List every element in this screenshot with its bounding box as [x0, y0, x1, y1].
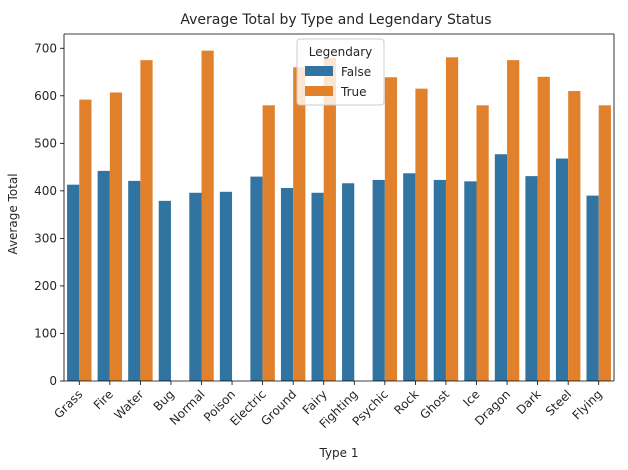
- bar-fairy-true: [323, 57, 336, 382]
- legend-title: Legendary: [309, 45, 372, 59]
- x-tick-label-dark: Dark: [514, 387, 544, 417]
- x-tick-label-grass: Grass: [51, 387, 85, 421]
- bar-normal-false: [189, 192, 202, 381]
- bar-poison-false: [219, 191, 233, 381]
- bar-water-true: [140, 60, 153, 381]
- bar-electric-true: [262, 105, 275, 382]
- bar-fire-true: [109, 92, 123, 381]
- y-tick-label: 0: [49, 374, 57, 388]
- y-tick-label: 100: [34, 326, 57, 340]
- bar-ghost-false: [433, 179, 446, 381]
- bar-ice-false: [464, 181, 477, 381]
- y-tick-label: 400: [34, 184, 57, 198]
- y-tick-label: 200: [34, 279, 57, 293]
- bar-electric-false: [250, 176, 263, 381]
- bar-steel-true: [568, 91, 581, 381]
- bar-dark-true: [537, 76, 550, 381]
- bar-fire-false: [97, 170, 110, 381]
- x-tick-label-ghost: Ghost: [417, 387, 452, 422]
- bar-ground-false: [280, 188, 294, 381]
- bar-fairy-false: [311, 192, 324, 381]
- bar-fighting-false: [342, 183, 355, 381]
- bar-ghost-true: [445, 57, 459, 381]
- bar-rock-false: [403, 173, 416, 381]
- y-tick-label: 300: [34, 231, 57, 245]
- bar-grass-false: [67, 184, 80, 381]
- y-tick-label: 700: [34, 41, 57, 55]
- y-axis-label: Average Total: [6, 173, 20, 254]
- x-tick-label-ice: Ice: [460, 387, 482, 409]
- bar-psychic-false: [372, 179, 385, 381]
- bar-ground-true: [293, 67, 306, 382]
- x-tick-label-water: Water: [112, 387, 147, 422]
- y-tick-label: 500: [34, 136, 57, 150]
- x-tick-label-flying: Flying: [570, 387, 605, 422]
- bar-dragon-true: [507, 60, 520, 381]
- x-tick-label-bug: Bug: [151, 387, 177, 413]
- legend-swatch-false: [305, 66, 333, 76]
- bar-ice-true: [476, 105, 489, 382]
- bar-bug-false: [158, 200, 171, 381]
- bar-grass-true: [79, 99, 92, 381]
- bar-flying-true: [598, 105, 611, 382]
- bar-rock-true: [415, 88, 428, 381]
- legend-label-false: False: [341, 65, 371, 79]
- bar-steel-false: [555, 158, 569, 381]
- bar-psychic-true: [384, 77, 398, 381]
- x-tick-label-fire: Fire: [91, 387, 116, 412]
- bar-water-false: [128, 180, 141, 381]
- legend-swatch-true: [305, 86, 333, 96]
- bars-group: [67, 50, 611, 382]
- y-tick-label: 600: [34, 89, 57, 103]
- bar-normal-true: [201, 50, 214, 381]
- bar-dragon-false: [494, 154, 508, 381]
- chart-title: Average Total by Type and Legendary Stat…: [180, 12, 491, 28]
- legend-label-true: True: [340, 85, 367, 99]
- legend: Legendary False True: [296, 38, 385, 106]
- x-axis-label: Type 1: [318, 446, 358, 460]
- bar-flying-false: [586, 195, 599, 381]
- bar-dark-false: [525, 176, 538, 381]
